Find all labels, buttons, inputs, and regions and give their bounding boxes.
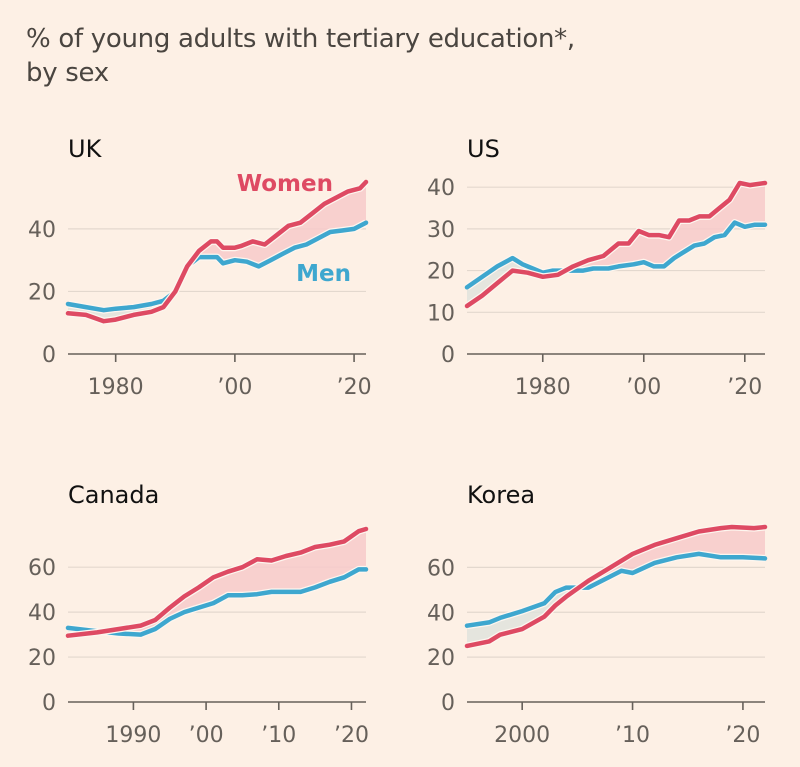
y-tick-label: 60 xyxy=(28,556,56,581)
women-line xyxy=(65,526,369,638)
x-tick-label: ’20 xyxy=(337,375,372,400)
panel-us: US 0 10 20 30 40 1980 ’00 ’20 xyxy=(427,135,768,400)
y-tick-label: 20 xyxy=(28,646,56,671)
men-line xyxy=(65,220,369,313)
y-tick-label: 20 xyxy=(427,646,455,671)
panel-title: Korea xyxy=(467,481,535,509)
y-tick-label: 0 xyxy=(441,343,455,368)
y-tick-label: 20 xyxy=(427,260,455,285)
men-line xyxy=(65,567,369,637)
title-line-1: % of young adults with tertiary educatio… xyxy=(26,24,575,54)
panel-title: UK xyxy=(68,135,103,163)
x-tick-label: ’20 xyxy=(725,723,760,748)
men-line xyxy=(464,551,768,628)
y-tick-label: 20 xyxy=(28,280,56,305)
gap-area-women-higher xyxy=(68,182,366,322)
x-tick-label: 2000 xyxy=(494,723,550,748)
y-tick-label: 0 xyxy=(441,691,455,716)
y-tick-label: 30 xyxy=(427,218,455,243)
panel-uk: UK 0 20 40 1980 ’00 ’20 Women Men xyxy=(28,135,372,400)
x-tick-label: ’00 xyxy=(189,723,224,748)
men-line xyxy=(464,220,768,290)
y-tick-label: 60 xyxy=(427,556,455,581)
women-series-label: Women xyxy=(237,171,333,197)
men-series-label: Men xyxy=(296,261,351,287)
gap-area-women-higher xyxy=(467,527,765,646)
women-line xyxy=(65,179,369,324)
panel-canada: Canada 0 20 40 60 1990 ’00 ’10 ’20 xyxy=(28,481,369,748)
x-tick-label: ’00 xyxy=(626,375,661,400)
y-tick-label: 40 xyxy=(28,601,56,626)
y-tick-label: 0 xyxy=(42,343,56,368)
y-tick-label: 0 xyxy=(42,691,56,716)
x-tick-label: ’10 xyxy=(261,723,296,748)
x-tick-label: 1980 xyxy=(515,375,571,400)
x-tick-label: 1980 xyxy=(88,375,144,400)
panel-title: Canada xyxy=(68,481,159,509)
y-tick-label: 40 xyxy=(427,176,455,201)
women-line xyxy=(464,524,768,649)
x-tick-label: ’20 xyxy=(727,375,762,400)
panel-title: US xyxy=(467,135,500,163)
x-tick-label: ’00 xyxy=(217,375,252,400)
x-tick-label: ’10 xyxy=(615,723,650,748)
panel-korea: Korea 0 20 40 60 2000 ’10 ’20 xyxy=(427,481,768,748)
title-line-2: by sex xyxy=(26,58,109,88)
y-tick-label: 40 xyxy=(427,601,455,626)
x-tick-label: 1990 xyxy=(105,723,161,748)
chart-title: % of young adults with tertiary educatio… xyxy=(26,22,575,90)
women-line xyxy=(464,180,768,309)
x-tick-label: ’20 xyxy=(334,723,369,748)
y-tick-label: 10 xyxy=(427,301,455,326)
y-tick-label: 40 xyxy=(28,218,56,243)
